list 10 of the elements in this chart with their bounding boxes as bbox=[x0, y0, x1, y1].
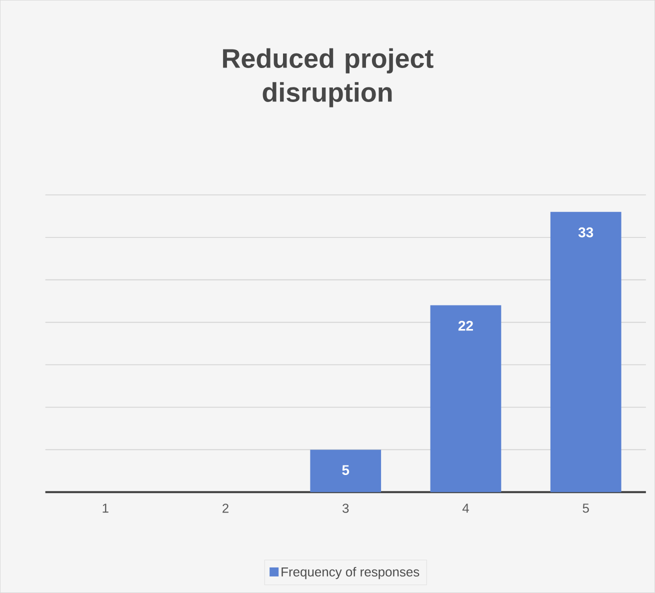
x-tick-label: 4 bbox=[462, 504, 469, 513]
data-label: 22 bbox=[458, 320, 473, 331]
legend-label: Frequency of responses bbox=[282, 567, 420, 580]
x-tick-label: 5 bbox=[582, 504, 589, 513]
x-tick-label: 3 bbox=[342, 504, 349, 513]
chart-title: Reduced project disruption bbox=[223, 48, 434, 108]
x-tick-label: 2 bbox=[222, 504, 228, 513]
x-tick-label: 1 bbox=[102, 504, 108, 513]
data-label: 5 bbox=[342, 465, 350, 476]
data-label: 33 bbox=[578, 227, 594, 238]
